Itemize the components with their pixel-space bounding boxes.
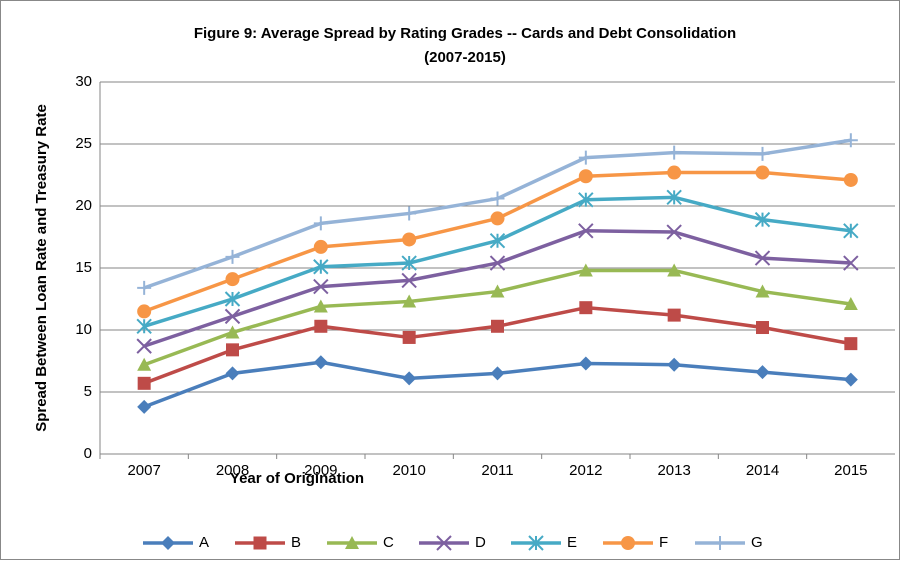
legend-label: B [291, 534, 301, 551]
marker [137, 376, 151, 390]
marker [161, 536, 175, 550]
marker [313, 355, 328, 370]
marker [491, 319, 504, 333]
marker [225, 366, 240, 381]
marker [843, 133, 858, 148]
marker [402, 371, 417, 386]
marker [401, 272, 417, 289]
marker [579, 301, 593, 315]
legend-label: E [567, 534, 577, 551]
marker [755, 146, 770, 161]
marker [667, 357, 682, 372]
x-tick-label: 2007 [127, 462, 160, 479]
marker [402, 294, 417, 308]
marker [843, 296, 858, 310]
marker [224, 291, 241, 307]
marker [578, 192, 594, 208]
marker [528, 535, 544, 551]
marker [843, 223, 859, 239]
marker [754, 250, 771, 266]
marker [578, 356, 593, 371]
marker [402, 232, 417, 247]
x-tick-label: 2015 [834, 462, 867, 479]
marker [225, 249, 240, 264]
marker [843, 372, 858, 387]
marker [843, 172, 858, 187]
x-tick-label: 2010 [392, 462, 425, 479]
x-tick-label: 2009 [304, 462, 337, 479]
legend-label: F [659, 534, 668, 551]
y-tick-label: 20 [75, 197, 92, 214]
marker [313, 259, 329, 275]
marker [621, 536, 635, 550]
marker [667, 263, 682, 277]
marker [578, 223, 594, 239]
marker [313, 239, 328, 254]
marker [136, 338, 152, 354]
y-tick-label: 15 [75, 259, 92, 276]
marker [313, 278, 329, 295]
marker [313, 299, 328, 313]
marker [844, 337, 858, 351]
y-tick-label: 10 [75, 321, 92, 338]
y-tick-label: 25 [75, 135, 92, 152]
marker [436, 535, 452, 551]
marker [224, 308, 241, 325]
x-tick-label: 2008 [216, 462, 249, 479]
marker [755, 284, 770, 298]
marker [225, 325, 240, 339]
marker [755, 165, 770, 180]
marker [490, 366, 505, 381]
x-tick-label: 2012 [569, 462, 602, 479]
marker [713, 536, 727, 550]
chart-title: (2007-2015) [424, 49, 506, 66]
marker [226, 343, 239, 357]
marker [137, 304, 152, 319]
y-tick-label: 30 [75, 73, 92, 90]
marker [754, 211, 771, 228]
x-tick-label: 2011 [481, 462, 513, 479]
marker [667, 145, 682, 160]
marker [313, 216, 328, 231]
marker [136, 318, 152, 334]
marker [489, 233, 506, 249]
marker [667, 308, 681, 322]
marker [843, 255, 859, 271]
legend-label: A [199, 534, 209, 551]
marker [402, 206, 417, 221]
marker [490, 191, 505, 206]
marker [756, 321, 769, 335]
marker [137, 280, 152, 295]
x-tick-label: 2013 [657, 462, 690, 479]
marker [137, 399, 152, 414]
marker [666, 189, 682, 206]
legend-label: D [475, 534, 486, 551]
marker [402, 330, 416, 344]
marker [578, 150, 593, 165]
marker [666, 224, 682, 240]
marker [137, 357, 152, 371]
marker [490, 211, 505, 226]
marker [578, 263, 593, 277]
marker [345, 536, 359, 549]
y-tick-label: 5 [84, 383, 92, 400]
legend-label: G [751, 534, 763, 551]
marker [401, 255, 417, 271]
marker [578, 169, 593, 184]
x-axis-title: Year of Origination [230, 470, 364, 487]
y-tick-label: 0 [84, 445, 92, 462]
marker [755, 365, 770, 380]
marker [253, 536, 267, 550]
legend-label: C [383, 534, 394, 551]
chart-title: Figure 9: Average Spread by Rating Grade… [194, 25, 736, 42]
marker [667, 165, 682, 180]
marker [225, 272, 240, 287]
marker [314, 319, 328, 333]
marker [489, 255, 506, 271]
x-tick-label: 2014 [746, 462, 779, 479]
marker [490, 284, 505, 298]
y-axis-title: Spread Between Loan Rate and Treasury Ra… [33, 104, 50, 432]
